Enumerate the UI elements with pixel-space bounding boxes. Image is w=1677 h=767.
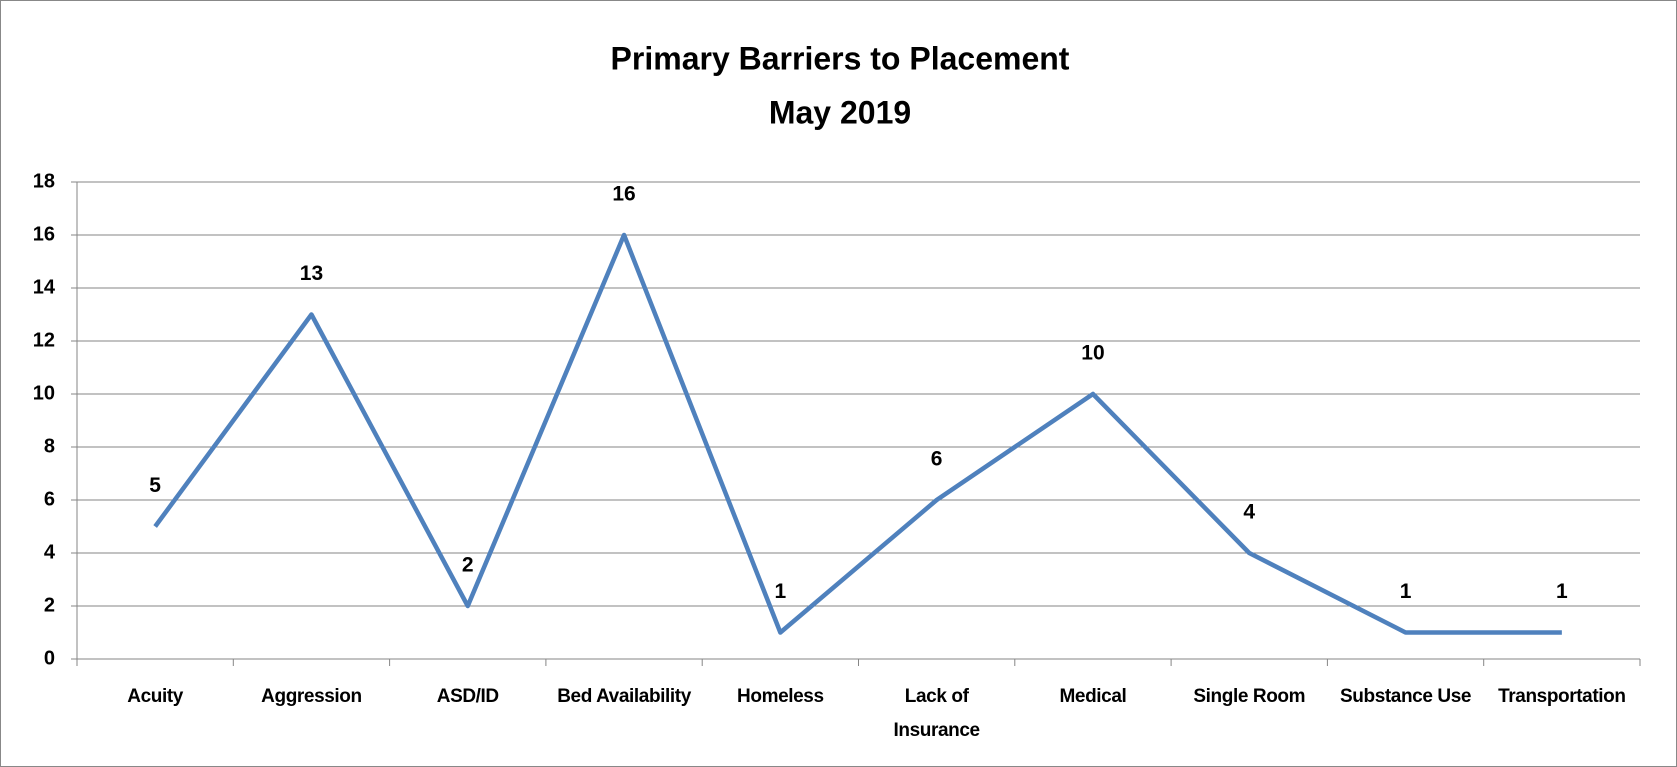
chart-subtitle: May 2019 — [769, 94, 911, 130]
chart-title: Primary Barriers to Placement — [611, 40, 1070, 76]
data-label: 1 — [775, 580, 787, 603]
data-label: 2 — [462, 554, 474, 577]
x-tick-label: Bed Availability — [557, 686, 691, 707]
data-label: 1 — [1400, 580, 1412, 603]
data-label: 1 — [1556, 580, 1568, 603]
data-label: 4 — [1243, 501, 1255, 524]
x-tick-label: Acuity — [127, 686, 183, 707]
y-tick-label: 18 — [33, 170, 55, 192]
data-label: 16 — [612, 183, 635, 206]
x-tick-label: Lack of Insurance — [893, 686, 981, 741]
x-tick-label: Homeless — [737, 686, 824, 707]
y-tick-label: 14 — [33, 276, 56, 298]
y-tick-label: 16 — [33, 223, 55, 245]
y-tick-label: 0 — [44, 647, 55, 669]
data-label: 6 — [931, 448, 943, 471]
x-tick-label: Single Room — [1193, 686, 1306, 707]
y-tick-label: 10 — [33, 382, 55, 404]
x-tick-label: Medical — [1059, 686, 1127, 707]
x-tick-label: Transportation — [1498, 686, 1626, 707]
line — [153, 232, 1562, 635]
y-tick-label: 8 — [44, 435, 55, 457]
data-label: 5 — [149, 474, 161, 497]
data-label: 13 — [300, 262, 323, 285]
data-label: 10 — [1081, 342, 1104, 365]
x-tick-label: Aggression — [261, 686, 362, 707]
y-tick-label: 6 — [44, 488, 55, 510]
x-tick-label: ASD/ID — [436, 686, 499, 707]
x-tick-label: Substance Use — [1340, 686, 1472, 707]
y-tick-label: 12 — [33, 329, 55, 351]
y-tick-label: 4 — [44, 541, 56, 563]
y-tick-label: 2 — [44, 594, 55, 616]
